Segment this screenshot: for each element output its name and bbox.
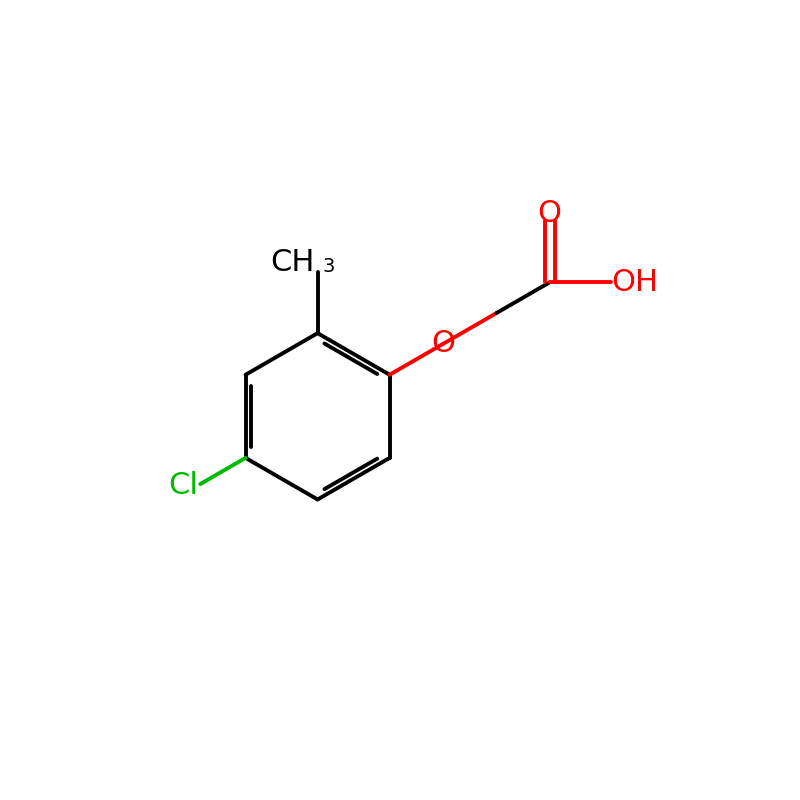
Text: Cl: Cl <box>168 471 198 500</box>
Text: 3: 3 <box>322 257 335 276</box>
Text: O: O <box>431 330 455 358</box>
Text: OH: OH <box>611 268 658 297</box>
Text: CH: CH <box>270 248 314 277</box>
Text: O: O <box>538 199 562 228</box>
